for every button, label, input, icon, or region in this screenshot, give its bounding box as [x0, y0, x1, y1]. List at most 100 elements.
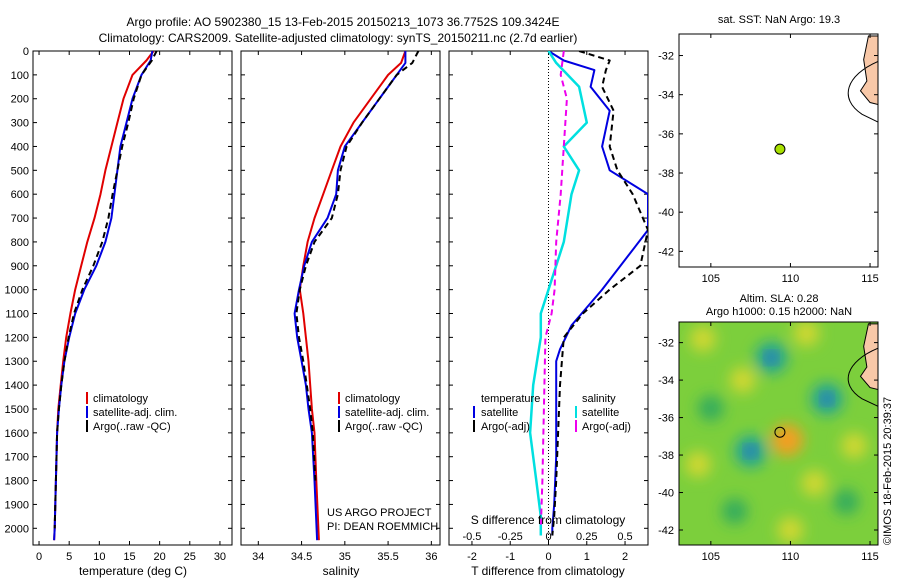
x-tick-label: 110	[782, 551, 800, 563]
x-tick-label: 115	[861, 273, 879, 285]
sla-blob	[729, 367, 756, 394]
x-tick-label: 36	[425, 551, 437, 563]
sla-map-title-2: Argo h1000: 0.15 h2000: NaN	[706, 306, 852, 318]
x-tick-label: 34.5	[291, 551, 312, 563]
australia-coastline	[859, 35, 878, 106]
sla-blob	[801, 470, 828, 497]
y-tick-label: -36	[658, 413, 674, 425]
sla-low-core	[744, 445, 757, 458]
y-tick-label: -40	[658, 207, 674, 219]
sla-low-core	[821, 392, 834, 405]
legend-label-t-argo: Argo(-adj)	[481, 421, 530, 433]
x-tick-label: 5	[66, 551, 72, 563]
salinity-panel: 34 34.5 35 35.5 36	[240, 50, 441, 563]
legend-label-argo: Argo(..raw -QC)	[93, 421, 171, 433]
project-annotation-2: PI: DEAN ROEMMICH	[327, 521, 438, 533]
sla-blob	[689, 325, 716, 352]
x-tick-label: -2	[467, 551, 477, 563]
y-tick-label: 0	[23, 46, 29, 58]
y-tick-label: 300	[11, 118, 29, 130]
x-tick-label: 1	[584, 551, 590, 563]
series-line-salinity-argo-adj-	[539, 51, 568, 529]
y-tick-label: -36	[658, 129, 674, 141]
sla-low-core	[765, 351, 778, 364]
legend-label-climatology: climatology	[345, 393, 401, 405]
sla-map-panel: 105 110 115 -32 -34 -36 -38 -40 -42	[658, 321, 879, 563]
x-tick-label: -1	[505, 551, 515, 563]
sla-blob	[771, 424, 804, 457]
y-tick-label: 900	[11, 261, 29, 273]
legend-label-argo: Argo(..raw -QC)	[345, 421, 423, 433]
y-tick-label: -40	[658, 488, 674, 500]
sst-map-title: sat. SST: NaN Argo: 19.3	[718, 14, 840, 26]
salinity-xlabel: salinity	[323, 564, 360, 578]
sla-blob	[697, 395, 724, 422]
project-annotation-1: US ARGO PROJECT	[327, 507, 432, 519]
y-tick-label: 500	[11, 165, 29, 177]
legend-label-s-argo: Argo(-adj)	[582, 421, 631, 433]
x-tick-label: 2	[622, 551, 628, 563]
y-tick-label: 800	[11, 237, 29, 249]
legend-label-s-satellite: satellite	[582, 407, 619, 419]
y-tick-label: 1300	[5, 356, 29, 368]
legend-title-salinity: salinity	[582, 393, 616, 405]
temperature-legend: climatology satellite-adj. clim. Argo(..…	[86, 392, 177, 433]
y-tick-label: 400	[11, 141, 29, 153]
y-tick-label: 1000	[5, 285, 29, 297]
map-content	[679, 322, 878, 545]
legend-label-satellite: satellite-adj. clim.	[93, 407, 177, 419]
series-line-temperature-argo-adj-	[551, 51, 648, 536]
x2-tick-label: -0.25	[498, 531, 523, 543]
y-tick-label: 200	[11, 94, 29, 106]
float-position-marker	[774, 426, 786, 438]
sla-map-title-1: Altim. SLA: 0.28	[740, 293, 819, 305]
plot-frame	[240, 50, 441, 546]
sst-map-panel: 105 110 115 -32 -34 -36 -38 -40 -42	[658, 33, 879, 285]
x2-tick-label: 0.25	[576, 531, 597, 543]
x-tick-label: 15	[123, 551, 135, 563]
map-content	[847, 35, 878, 123]
sla-blob	[777, 517, 804, 544]
imos-watermark: ©IMOS 18-Feb-2015 20:39:37	[882, 397, 894, 545]
y-tick-label: 1700	[5, 452, 29, 464]
series-line-salinity-satellite	[528, 51, 589, 536]
australia-coastline	[859, 323, 878, 390]
y-tick-label: 2000	[5, 523, 29, 535]
y-tick-label: 700	[11, 213, 29, 225]
y-tick-label: -34	[658, 375, 674, 387]
series-line-argo-raw-qc-	[295, 51, 420, 481]
series-line-satellite-adj-clim-	[293, 51, 407, 541]
series-group	[53, 51, 158, 541]
x2-tick-label: 0.5	[617, 531, 632, 543]
map-frame	[678, 33, 879, 268]
plot-frame	[32, 50, 233, 546]
x2-tick-label: -0.5	[462, 531, 481, 543]
series-line-argo-raw-qc-	[53, 51, 158, 529]
x-tick-label: 25	[184, 551, 196, 563]
depth-contour	[847, 60, 878, 123]
sla-blob	[721, 498, 748, 525]
legend-title-temperature: temperature	[481, 393, 540, 405]
y-tick-label: -42	[658, 246, 674, 258]
y-tick-label: -38	[658, 168, 674, 180]
series-line-satellite-adj-clim-	[53, 51, 154, 541]
header-line-1: Argo profile: AO 5902380_15 13-Feb-2015 …	[126, 15, 559, 29]
y-tick-label: -38	[658, 450, 674, 462]
y-tick-label: 1500	[5, 404, 29, 416]
y-tick-label: 1400	[5, 380, 29, 392]
legend-label-t-satellite: satellite	[481, 407, 518, 419]
y-tick-label: 100	[11, 70, 29, 82]
sla-blob	[841, 432, 868, 459]
y-tick-label: -42	[658, 525, 674, 537]
series-group	[528, 51, 648, 536]
depth-contour	[847, 347, 878, 407]
x-tick-label: 10	[93, 551, 105, 563]
series-group	[293, 51, 420, 541]
s-diff-xlabel: S difference from climatology	[471, 513, 626, 527]
difference-legend: temperature salinity satellite Argo(-adj…	[473, 393, 631, 433]
x-tick-label: 105	[702, 273, 720, 285]
x-tick-label: 30	[214, 551, 226, 563]
x-tick-label: 0	[545, 551, 551, 563]
